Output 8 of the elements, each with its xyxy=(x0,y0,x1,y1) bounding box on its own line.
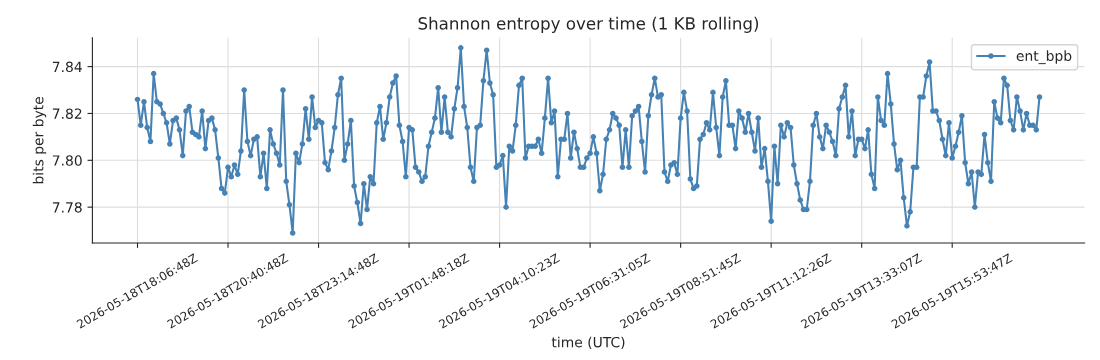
y-axis-title: bits per byte xyxy=(32,97,47,184)
y-tick-label: 7.82 xyxy=(52,108,82,119)
x-axis-title: time (UTC) xyxy=(551,336,625,350)
chart-title: Shannon entropy over time (1 KB rolling) xyxy=(418,16,759,33)
y-tick-label: 7.84 xyxy=(52,61,82,73)
y-tick-label: 7.78 xyxy=(52,202,82,213)
y-tick-label: 7.80 xyxy=(52,155,82,166)
legend-label: ent_bpb xyxy=(1016,50,1072,65)
